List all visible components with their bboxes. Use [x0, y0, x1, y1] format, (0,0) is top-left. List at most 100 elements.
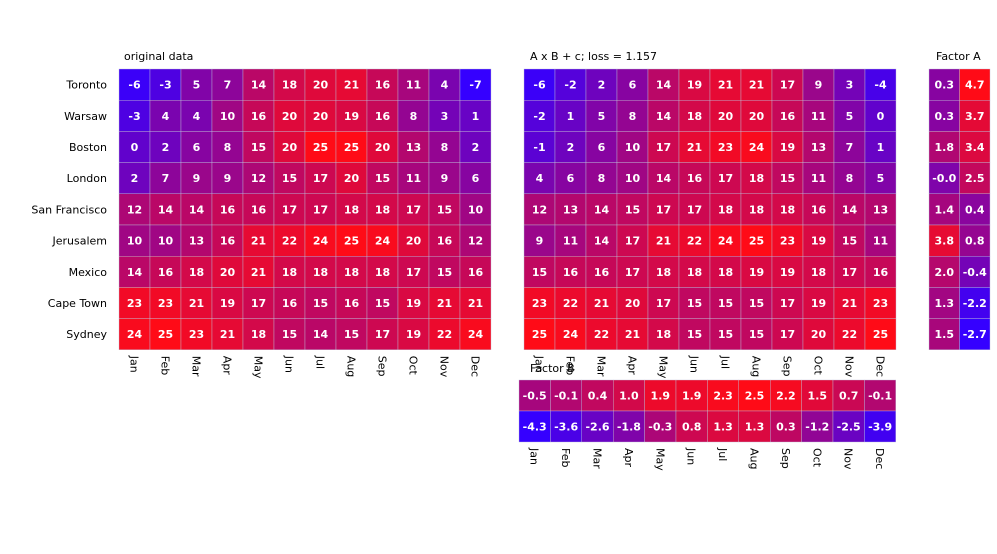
heatmap-cell — [428, 224, 461, 257]
heatmap-cell — [428, 318, 461, 351]
cell-value-label: 25 — [158, 328, 173, 341]
cell-value-label: 19 — [780, 266, 795, 279]
heatmap-cell — [678, 256, 711, 288]
cell-value-label: 0.4 — [965, 203, 985, 216]
cell-value-label: 0.8 — [965, 235, 985, 248]
heatmap-cell — [428, 193, 461, 226]
heatmap-cell — [864, 256, 897, 288]
cell-value-label: 3 — [441, 110, 449, 123]
cell-value-label: 17 — [313, 203, 328, 216]
cell-value-label: 18 — [375, 266, 390, 279]
heatmap-cell — [616, 99, 649, 132]
cell-value-label: 16 — [873, 266, 889, 279]
column-tick-label: Aug — [345, 356, 358, 377]
heatmap-cell — [180, 287, 213, 319]
heatmap-cell — [180, 99, 213, 132]
cell-value-label: 15 — [437, 266, 452, 279]
heatmap-cell — [459, 224, 492, 257]
heatmap-cell — [864, 318, 897, 351]
cell-value-label: 16 — [251, 110, 267, 123]
column-tick-label: May — [653, 448, 666, 471]
cell-value-label: 9 — [441, 172, 449, 185]
heatmap-cell — [211, 193, 244, 226]
cell-value-label: 5 — [846, 110, 854, 123]
cell-value-label: 16 — [251, 203, 267, 216]
cell-value-label: 16 — [811, 203, 827, 216]
heatmap-cell — [523, 131, 556, 163]
heatmap-cell — [304, 162, 337, 195]
column-tick-label: Jan — [533, 355, 546, 373]
cell-value-label: 24 — [127, 328, 143, 341]
cell-value-label: 8 — [846, 172, 854, 185]
heatmap-cell — [678, 131, 711, 163]
heatmap-cell — [833, 224, 866, 257]
heatmap-cell — [273, 68, 306, 101]
heatmap-cell — [273, 99, 306, 132]
cell-value-label: 2.5 — [745, 390, 765, 403]
cell-value-label: 22 — [437, 328, 452, 341]
cell-value-label: 0.3 — [935, 110, 955, 123]
cell-value-label: 20 — [406, 235, 422, 248]
heatmap-cell — [335, 68, 368, 101]
column-tick-label: Nov — [842, 448, 855, 470]
heatmap-cell — [397, 193, 430, 226]
cell-value-label: 23 — [718, 141, 733, 154]
cell-value-label: 17 — [375, 328, 390, 341]
cell-value-label: 19 — [220, 297, 235, 310]
heatmap-cell — [118, 318, 151, 351]
heatmap-cell — [864, 193, 897, 226]
cell-value-label: 11 — [406, 172, 421, 185]
cell-value-label: 14 — [189, 203, 205, 216]
column-tick-label: Apr — [221, 356, 234, 376]
heatmap-cell — [550, 379, 583, 412]
heatmap-cell — [118, 224, 151, 257]
heatmap-cell — [864, 410, 897, 443]
heatmap-cell — [616, 318, 649, 351]
cell-value-label: 20 — [282, 110, 298, 123]
column-tick-label: Jul — [314, 355, 327, 369]
cell-value-label: 21 — [625, 328, 640, 341]
cell-value-label: 1 — [567, 110, 575, 123]
cell-value-label: 8 — [441, 141, 449, 154]
cell-value-label: 14 — [656, 79, 672, 92]
row-tick-label: Toronto — [65, 79, 107, 92]
cell-value-label: 15 — [251, 141, 266, 154]
column-tick-label: Nov — [438, 356, 451, 378]
cell-value-label: 18 — [718, 266, 733, 279]
cell-value-label: 2 — [567, 141, 575, 154]
heatmap-cell — [581, 379, 614, 412]
cell-value-label: 0 — [131, 141, 139, 154]
heatmap-cell — [180, 256, 213, 288]
heatmap-cell — [550, 410, 583, 443]
cell-value-label: 1.9 — [682, 390, 702, 403]
heatmap-cell — [304, 193, 337, 226]
cell-value-label: 14 — [313, 328, 329, 341]
heatmap-cell — [523, 99, 556, 132]
cell-value-label: 17 — [282, 203, 297, 216]
heatmap-cell — [118, 99, 151, 132]
cell-value-label: 24 — [718, 235, 734, 248]
cell-value-label: 24 — [749, 141, 765, 154]
cell-value-label: 2 — [131, 172, 139, 185]
cell-value-label: 3 — [846, 79, 854, 92]
cell-value-label: 14 — [842, 203, 858, 216]
cell-value-label: -2.7 — [963, 328, 987, 341]
cell-value-label: 17 — [718, 172, 733, 185]
cell-value-label: 25 — [313, 141, 328, 154]
heatmap-cell — [647, 99, 680, 132]
heatmap-cell — [864, 68, 897, 101]
heatmap-cell — [647, 162, 680, 195]
heatmap-cell — [802, 99, 835, 132]
heatmap-cell — [644, 410, 677, 443]
cell-value-label: 16 — [437, 235, 453, 248]
heatmap-cell — [585, 193, 618, 226]
heatmap-cell — [709, 224, 742, 257]
cell-value-label: 11 — [873, 235, 888, 248]
cell-value-label: -0.3 — [648, 421, 672, 434]
column-tick-label: Nov — [843, 356, 856, 378]
heatmap-cell — [740, 193, 773, 226]
cell-value-label: -2 — [564, 79, 576, 92]
cell-value-label: 0.4 — [588, 390, 608, 403]
heatmap-cell — [959, 318, 991, 351]
heatmap-cell — [211, 318, 244, 351]
